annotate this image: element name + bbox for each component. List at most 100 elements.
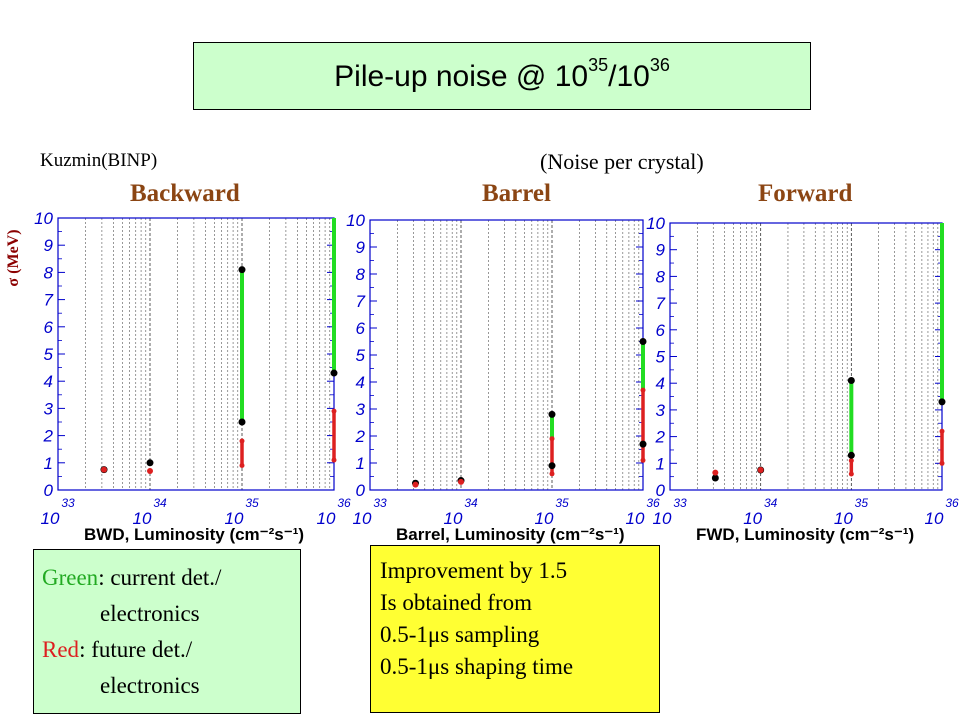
- y-tick-label: 2: [355, 427, 366, 446]
- red-range-end: [549, 436, 555, 442]
- title-text: Pile-up noise @ 1035/1036: [334, 54, 670, 93]
- y-tick-label: 8: [656, 267, 666, 286]
- y-tick-label: 8: [356, 265, 366, 284]
- x-tick-exponent: 36: [646, 496, 660, 510]
- data-point-black: [639, 440, 647, 448]
- x-tick-label: 10: [834, 509, 853, 528]
- x-tick-label: 10: [653, 509, 672, 528]
- data-point-black: [238, 266, 246, 274]
- y-tick-label: 6: [356, 319, 366, 338]
- data-point-red: [712, 469, 719, 476]
- y-tick-label: 5: [44, 345, 54, 364]
- x-tick-exponent: 34: [464, 496, 478, 510]
- x-tick-label: 10: [41, 509, 60, 528]
- y-tick-label: 7: [356, 292, 366, 311]
- y-tick-label: 1: [44, 454, 53, 473]
- y-tick-label: 4: [656, 374, 665, 393]
- red-range-end: [640, 387, 646, 393]
- x-tick-exponent: 35: [555, 496, 569, 510]
- red-range-end: [640, 457, 646, 463]
- x-tick-exponent: 35: [855, 496, 869, 510]
- x-tick-exponent: 34: [764, 496, 778, 510]
- x-tick-exponent: 33: [61, 496, 75, 510]
- data-point-black: [847, 451, 855, 459]
- x-tick-exponent: 33: [373, 496, 387, 510]
- title-box: Pile-up noise @ 1035/1036: [193, 42, 811, 110]
- data-point-black: [711, 474, 719, 482]
- y-tick-label: 4: [356, 373, 365, 392]
- x-tick-exponent: 34: [153, 496, 167, 510]
- x-tick-label: 10: [225, 509, 244, 528]
- data-point-black: [548, 462, 556, 470]
- plot-frame: [57, 217, 335, 491]
- note-line: Improvement by 1.5: [380, 558, 568, 583]
- y-tick-label: 1: [656, 454, 665, 473]
- x-tick-label: 10: [626, 509, 645, 528]
- y-tick-label: 10: [34, 209, 53, 228]
- y-tick-label: 5: [656, 348, 666, 367]
- y-tick-label: 9: [656, 241, 666, 260]
- data-point-black: [146, 459, 154, 467]
- data-point-black: [330, 369, 338, 377]
- legend-green-line2: electronics: [100, 601, 200, 626]
- y-tick-label: 3: [656, 401, 666, 420]
- y-tick-label: 9: [356, 238, 366, 257]
- y-tick-label: 9: [44, 236, 54, 255]
- note-line: 0.5-1μs shaping time: [380, 654, 574, 679]
- x-tick-label: 10: [925, 509, 944, 528]
- y-tick-label: 7: [44, 291, 54, 310]
- y-axis-label: σ (MeV): [5, 229, 22, 286]
- x-tick-exponent: 36: [337, 496, 351, 510]
- x-axis-label: Barrel, Luminosity (cm⁻²s⁻¹): [396, 525, 625, 544]
- x-tick-exponent: 35: [245, 496, 259, 510]
- x-axis-label: FWD, Luminosity (cm⁻²s⁻¹): [696, 525, 914, 544]
- red-range-end: [848, 458, 854, 464]
- x-tick-exponent: 36: [945, 496, 959, 510]
- legend-red-line2: electronics: [100, 673, 200, 698]
- y-tick-label: 10: [346, 211, 365, 230]
- y-tick-label: 1: [356, 454, 365, 473]
- chart-subtitle: (Noise per crystal): [540, 149, 704, 174]
- panel-title-backward: Backward: [130, 180, 240, 207]
- x-tick-label: 10: [444, 509, 463, 528]
- y-tick-label: 8: [44, 263, 54, 282]
- red-range-end: [549, 471, 555, 477]
- data-point-red: [147, 467, 153, 474]
- y-tick-label: 6: [44, 318, 54, 337]
- data-point-red: [101, 466, 107, 473]
- legend-green-line: Green: current det./: [42, 565, 222, 590]
- y-tick-label: 3: [356, 400, 366, 419]
- data-point-black: [938, 398, 946, 406]
- x-tick-label: 10: [133, 509, 152, 528]
- panel-title-barrel: Barrel: [482, 180, 551, 207]
- data-point-black: [639, 338, 647, 345]
- x-tick-label: 10: [535, 509, 554, 528]
- x-tick-exponent: 33: [673, 496, 687, 510]
- red-range-end: [331, 408, 337, 414]
- y-tick-label: 0: [356, 481, 366, 500]
- y-tick-label: 10: [646, 214, 665, 233]
- legend-red-line: Red: future det./: [42, 637, 193, 662]
- author-label: Kuzmin(BINP): [40, 150, 158, 171]
- red-range-end: [939, 460, 945, 466]
- plot-frame: [669, 222, 943, 491]
- y-tick-label: 2: [43, 427, 54, 446]
- x-tick-label: 10: [317, 509, 336, 528]
- legend-box: Green: current det./ electronics Red: fu…: [33, 549, 301, 714]
- x-tick-label: 10: [743, 509, 762, 528]
- red-range-end: [239, 463, 245, 469]
- data-point-black: [847, 377, 855, 385]
- data-point-red: [757, 466, 764, 473]
- note-box: Improvement by 1.5 Is obtained from 0.5-…: [370, 545, 660, 713]
- red-range-end: [331, 457, 337, 463]
- data-point-black: [238, 418, 246, 426]
- x-axis-label: BWD, Luminosity (cm⁻²s⁻¹): [84, 525, 304, 544]
- y-tick-label: 3: [44, 399, 54, 418]
- red-range-end: [848, 471, 854, 477]
- red-range-end: [239, 438, 245, 444]
- y-tick-label: 7: [656, 294, 666, 313]
